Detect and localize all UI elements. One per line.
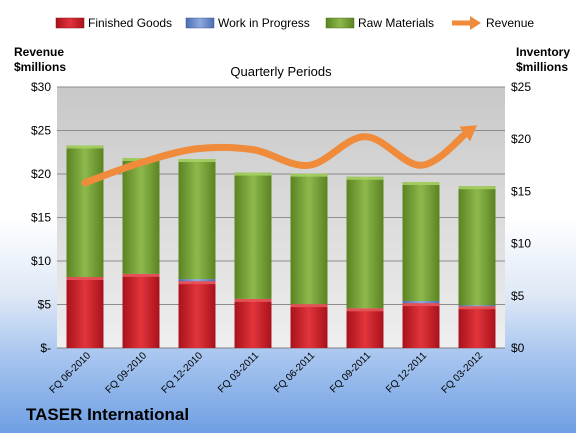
bar-finished-goods — [122, 273, 160, 348]
bar-raw-materials-top — [178, 159, 216, 163]
right-tick-label: $15 — [511, 184, 531, 198]
bar-raw-materials-top — [458, 186, 496, 190]
bar-finished-goods — [290, 304, 328, 348]
legend-label-revenue: Revenue — [486, 16, 534, 30]
x-tick-label: FQ 03-2011 — [216, 350, 261, 395]
bar-finished-goods — [178, 281, 216, 348]
bar-raw-materials-top — [290, 173, 328, 177]
left-tick-label: $25 — [31, 124, 51, 138]
legend-swatch-work-in-progress — [185, 17, 215, 29]
bar-raw-materials-top — [346, 176, 384, 180]
right-tick-label: $10 — [511, 237, 531, 251]
company-name: TASER International — [26, 405, 190, 424]
right-axis-title-line-2: $millions — [516, 60, 568, 74]
legend-label-finished-goods: Finished Goods — [88, 16, 172, 30]
left-axis-ticks: $- $5 $10 $15 $20 $25 $30 — [31, 80, 51, 355]
right-tick-label: $20 — [511, 132, 531, 146]
x-tick-label: FQ 09-2010 — [104, 350, 150, 396]
x-tick-label: FQ 06-2011 — [272, 350, 317, 395]
legend-item-work-in-progress: Work in Progress — [185, 16, 310, 30]
revenue-arrowhead — [459, 125, 477, 142]
bar-finished-goods — [402, 303, 440, 348]
legend-swatch-raw-materials — [325, 17, 355, 29]
left-tick-label: $20 — [31, 167, 51, 181]
left-axis-title-line-1: Revenue — [14, 45, 64, 59]
legend-item-raw-materials: Raw Materials — [325, 16, 434, 30]
bar-raw-materials — [458, 186, 496, 306]
bar-raw-materials-top — [234, 172, 272, 176]
legend-item-revenue: Revenue — [452, 16, 534, 30]
bar-raw-materials — [122, 157, 160, 274]
legend-label-raw-materials: Raw Materials — [358, 16, 434, 30]
revenue-line — [81, 128, 471, 187]
legend-swatch-finished-goods — [55, 17, 85, 29]
x-tick-label: FQ 03-2012 — [440, 350, 486, 396]
bar-work-in-progress — [458, 305, 496, 307]
legend: Finished Goods Work in Progress Raw Mate… — [55, 16, 534, 30]
bar-raw-materials — [66, 145, 104, 278]
bar-finished-goods-top — [122, 273, 160, 277]
bar-finished-goods-top — [66, 277, 104, 281]
bar-raw-materials — [346, 176, 384, 309]
bar-work-in-progress — [402, 301, 440, 304]
bar-series — [66, 145, 496, 348]
legend-label-work-in-progress: Work in Progress — [218, 16, 310, 30]
bar-raw-materials — [178, 159, 216, 280]
bar-raw-materials-top — [66, 145, 104, 149]
left-tick-label: $- — [40, 341, 51, 355]
bar-finished-goods — [346, 308, 384, 348]
bar-raw-materials — [290, 173, 328, 305]
bar-raw-materials — [234, 172, 272, 299]
x-axis-ticks: FQ 06-2010 FQ 09-2010 FQ 12-2010 FQ 03-2011… — [48, 350, 486, 396]
left-tick-label: $10 — [31, 254, 51, 268]
bar-finished-goods-top — [178, 281, 216, 285]
bar-finished-goods-top — [402, 303, 440, 307]
right-axis-ticks: $0 $5 $10 $15 $20 $25 — [511, 80, 531, 355]
left-tick-label: $15 — [31, 211, 51, 225]
bar-finished-goods-top — [234, 298, 272, 302]
bar-finished-goods-top — [290, 304, 328, 308]
bar-raw-materials — [402, 182, 440, 302]
x-tick-label: FQ 06-2010 — [48, 350, 94, 396]
bar-finished-goods — [234, 298, 272, 348]
bar-finished-goods — [66, 277, 104, 348]
x-tick-label: FQ 12-2010 — [160, 350, 206, 396]
left-tick-label: $5 — [38, 298, 52, 312]
left-tick-label: $30 — [31, 80, 51, 94]
right-tick-label: $0 — [511, 341, 525, 355]
x-tick-label: FQ 12-2011 — [384, 350, 429, 395]
bar-finished-goods-top — [458, 306, 496, 310]
bar-finished-goods — [458, 306, 496, 348]
x-tick-label: FQ 09-2011 — [328, 350, 373, 395]
bar-work-in-progress — [178, 279, 216, 282]
legend-item-finished-goods: Finished Goods — [55, 16, 172, 30]
bar-finished-goods-top — [346, 308, 384, 312]
bar-raw-materials-top — [402, 182, 440, 186]
right-tick-label: $5 — [511, 289, 525, 303]
right-axis-title-line-1: Inventory — [516, 45, 570, 59]
chart-subtitle: Quarterly Periods — [230, 64, 332, 79]
legend-arrow-revenue — [470, 16, 481, 30]
revenue-line-series — [81, 125, 478, 187]
left-axis-title-line-2: $millions — [14, 60, 66, 74]
right-tick-label: $25 — [511, 80, 531, 94]
